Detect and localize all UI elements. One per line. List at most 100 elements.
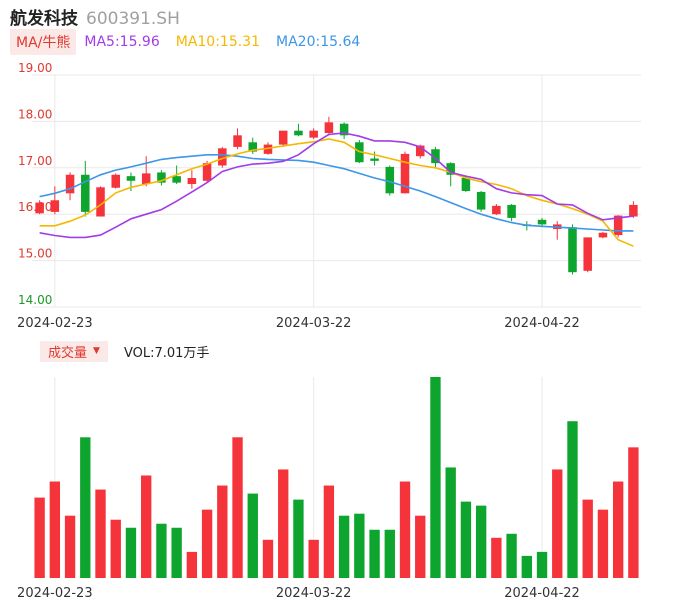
candle-body: [96, 187, 105, 217]
volume-bar: [201, 509, 213, 578]
caret-down-icon: ▼: [93, 346, 100, 356]
volume-bar: [156, 523, 167, 578]
volume-value: VOL:7.01万手: [123, 345, 210, 361]
volume-bar: [354, 513, 365, 578]
candle-body: [157, 172, 166, 183]
volume-bar: [186, 551, 198, 578]
volume-bar: [262, 539, 274, 578]
stock-header: 航发科技 600391.SH: [10, 4, 180, 29]
candle-body: [111, 174, 121, 188]
volume-bar: [34, 497, 45, 578]
candle-body: [629, 204, 638, 217]
x-tick-label: 2024-04-22: [504, 316, 580, 331]
volume-bar: [567, 421, 578, 578]
candle-body: [233, 135, 242, 147]
volume-bar: [491, 537, 502, 578]
candle-body: [172, 176, 181, 183]
candle-body: [218, 148, 227, 166]
volume-bar: [536, 551, 548, 578]
y-tick-label: 17.00: [18, 154, 52, 168]
y-tick-label: 18.00: [18, 107, 52, 121]
candle-body: [461, 178, 471, 191]
x-tick-label: 2024-03-22: [276, 586, 352, 601]
candle-body: [65, 174, 75, 194]
ma5-line: [39, 132, 634, 239]
volume-bar: [415, 515, 426, 578]
volume-bar: [384, 529, 395, 578]
candle-body: [141, 173, 151, 185]
volume-bar: [445, 467, 456, 578]
candle-body: [248, 142, 258, 152]
candle-body: [339, 123, 349, 136]
volume-bar: [582, 499, 593, 578]
volume-bar: [80, 437, 91, 578]
volume-bar: [338, 515, 350, 578]
candle-body: [537, 219, 547, 225]
candle-body: [446, 163, 455, 175]
volume-toggle-button[interactable]: 成交量 ▼: [40, 340, 108, 362]
volume-bar: [49, 481, 61, 578]
volume-bar: [506, 533, 517, 578]
volume-bar: [597, 509, 609, 578]
volume-bar: [141, 475, 152, 578]
y-tick-label: 14.00: [18, 293, 52, 307]
volume-bar: [293, 499, 304, 578]
volume-bar: [628, 447, 639, 578]
volume-bar: [64, 515, 76, 578]
volume-bar: [171, 527, 182, 578]
volume-bar: [552, 469, 563, 578]
x-tick-label: 2024-03-22: [276, 316, 352, 331]
ma10-legend: MA10:15.31: [175, 34, 261, 50]
volume-bar: [247, 493, 258, 578]
candle-body: [568, 227, 577, 273]
stock-code: 600391.SH: [86, 9, 180, 29]
volume-toggle-label: 成交量: [48, 345, 88, 361]
candle-body: [598, 232, 608, 238]
ma20-legend: MA20:15.64: [276, 34, 361, 50]
volume-bar: [308, 539, 319, 578]
candle-body: [613, 215, 623, 236]
candle-body: [81, 174, 90, 212]
y-tick-label: 19.00: [18, 61, 52, 75]
ma20-line: [39, 154, 634, 232]
candle-body: [278, 130, 288, 145]
candle-body: [400, 153, 410, 194]
volume-bar: [110, 519, 121, 578]
candle-body: [583, 237, 592, 271]
ma-legend: MA/牛熊 MA5:15.96 MA10:15.31 MA20:15.64: [10, 29, 376, 55]
volume-bar: [369, 529, 380, 578]
volume-bar: [475, 505, 487, 578]
candle-body: [492, 205, 501, 215]
volume-bar: [232, 437, 243, 578]
volume-bar: [217, 485, 228, 578]
candle-body: [202, 163, 212, 181]
ma10-line: [39, 138, 634, 247]
volume-bar: [323, 485, 335, 578]
volume-legend: 成交量 ▼ VOL:7.01万手: [40, 340, 210, 362]
volume-bar: [399, 481, 411, 578]
candle-body: [415, 145, 425, 157]
y-tick-label: 15.00: [18, 247, 52, 261]
candle-body: [507, 204, 516, 218]
x-tick-label: 2024-04-22: [504, 586, 580, 601]
candle-body: [187, 178, 197, 185]
candle-body: [263, 144, 273, 154]
candle-body: [324, 122, 334, 133]
ma-toggle-button[interactable]: MA/牛熊: [10, 29, 77, 55]
volume-bar: [612, 481, 624, 578]
candle-body: [431, 149, 440, 164]
candle-body: [126, 176, 136, 181]
candle-body: [370, 158, 379, 161]
candle-body: [476, 191, 486, 210]
volume-bar: [125, 527, 137, 578]
volume-bar: [95, 489, 106, 578]
x-tick-label: 2024-02-23: [17, 316, 93, 331]
candle-body: [309, 130, 318, 138]
candle-body: [385, 166, 395, 194]
candle-body: [50, 200, 60, 212]
x-tick-label: 2024-02-23: [17, 586, 93, 601]
volume-bar: [460, 501, 472, 578]
candle-body: [35, 202, 44, 214]
volume-bar: [278, 469, 289, 578]
